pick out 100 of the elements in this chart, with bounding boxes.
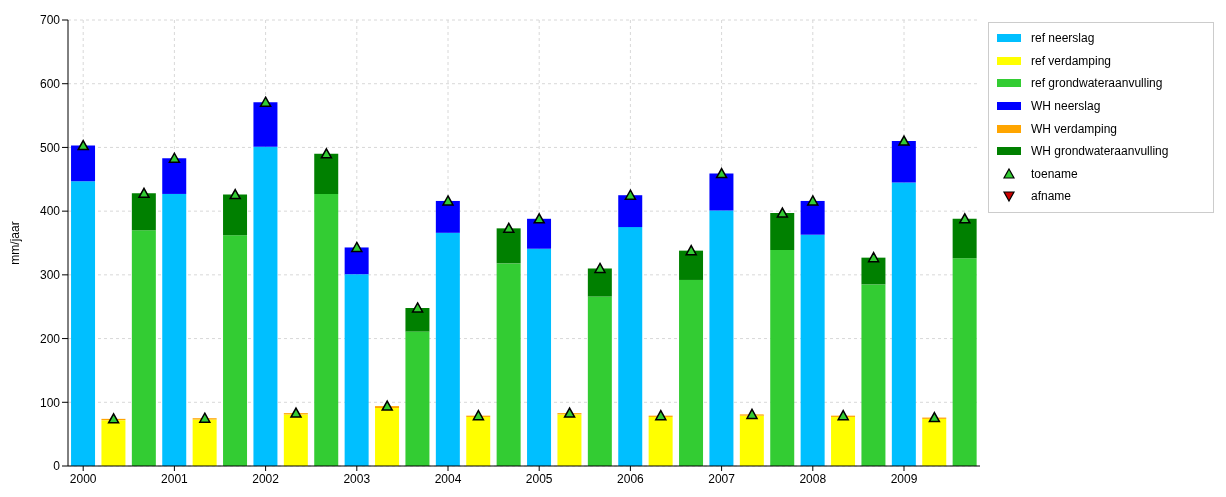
point <box>715 167 728 179</box>
bar <box>435 200 460 233</box>
y-tick-label: 300 <box>39 268 61 283</box>
bar <box>952 258 977 466</box>
bar <box>344 274 369 466</box>
point <box>351 241 363 253</box>
bar <box>466 416 491 466</box>
point <box>168 152 181 164</box>
bar <box>679 279 704 466</box>
bar <box>405 331 430 466</box>
bar <box>101 420 126 466</box>
legend-label: ref grondwateraanvulling <box>1031 76 1163 91</box>
bar <box>131 230 156 466</box>
point <box>563 407 576 418</box>
point <box>199 412 211 423</box>
x-tick-label: 2008 <box>799 472 827 486</box>
legend-label: WH grondwateraanvulling <box>1031 144 1169 159</box>
bar <box>496 263 521 466</box>
bar <box>831 416 856 466</box>
bar <box>253 102 278 147</box>
bar <box>587 268 612 297</box>
bar <box>192 419 217 466</box>
bar <box>557 414 582 466</box>
x-tick-label: 2005 <box>525 472 553 486</box>
y-tick-label: 0 <box>53 459 61 474</box>
bar <box>314 193 339 466</box>
point <box>807 195 819 206</box>
bar <box>922 418 947 466</box>
point <box>503 222 515 234</box>
point <box>928 411 941 423</box>
y-axis-title: mm/jaar <box>8 221 23 265</box>
bar <box>800 200 825 235</box>
bar <box>770 213 795 251</box>
bar <box>891 182 916 466</box>
bar <box>587 296 612 466</box>
bar <box>435 232 460 466</box>
bar <box>162 193 187 466</box>
y-tick-label: 100 <box>39 395 61 410</box>
x-tick-label: 2003 <box>343 472 371 486</box>
x-tick-label: 2002 <box>252 472 280 486</box>
y-tick-label: 600 <box>39 76 61 91</box>
point <box>776 207 789 218</box>
point <box>594 262 606 274</box>
bar <box>283 414 308 466</box>
bar <box>223 194 248 236</box>
bar <box>861 284 886 466</box>
point <box>259 96 272 107</box>
point <box>867 251 880 263</box>
bar <box>800 234 825 466</box>
x-tick-label: 2004 <box>434 472 462 486</box>
point <box>837 409 849 421</box>
legend-label: WH neerslag <box>1031 99 1101 114</box>
point <box>472 409 485 421</box>
legend-label: ref neerslag <box>1031 31 1095 46</box>
point <box>411 302 424 313</box>
point <box>959 213 971 224</box>
point <box>898 135 910 146</box>
x-tick-label: 2007 <box>708 472 736 486</box>
bar <box>861 257 886 285</box>
point <box>655 409 667 421</box>
point <box>138 187 150 199</box>
legend-label: toename <box>1031 166 1078 181</box>
point <box>290 407 302 418</box>
legend-label: WH verdamping <box>1031 121 1118 136</box>
bar <box>375 408 400 466</box>
point <box>533 213 545 224</box>
y-tick-label: 500 <box>39 140 61 155</box>
y-tick-label: 200 <box>39 331 61 346</box>
bar <box>770 250 795 466</box>
point <box>77 139 89 151</box>
point <box>685 244 697 256</box>
point <box>442 195 454 206</box>
point <box>381 400 393 411</box>
legend-label: afname <box>1031 189 1072 204</box>
bar <box>618 195 643 228</box>
bar <box>71 145 96 182</box>
bar <box>223 235 248 466</box>
x-tick-label: 2000 <box>69 472 97 486</box>
bar <box>952 218 977 259</box>
bar <box>648 416 673 466</box>
point <box>107 413 120 424</box>
point <box>320 148 333 159</box>
bar <box>344 247 369 275</box>
bar <box>131 193 156 231</box>
bar <box>253 146 278 466</box>
point <box>624 189 637 200</box>
bar <box>71 181 96 466</box>
bar <box>162 158 187 194</box>
legend-label: ref verdamping <box>1031 53 1112 68</box>
bar <box>618 227 643 466</box>
x-tick-label: 2006 <box>617 472 645 486</box>
bar <box>405 307 430 332</box>
bar <box>891 141 916 183</box>
bar <box>679 250 704 280</box>
bar <box>496 228 521 264</box>
y-tick-label: 700 <box>39 13 61 28</box>
x-tick-label: 2001 <box>161 472 189 486</box>
bar <box>527 248 552 466</box>
bar <box>527 218 552 249</box>
x-tick-label: 2009 <box>890 472 918 486</box>
